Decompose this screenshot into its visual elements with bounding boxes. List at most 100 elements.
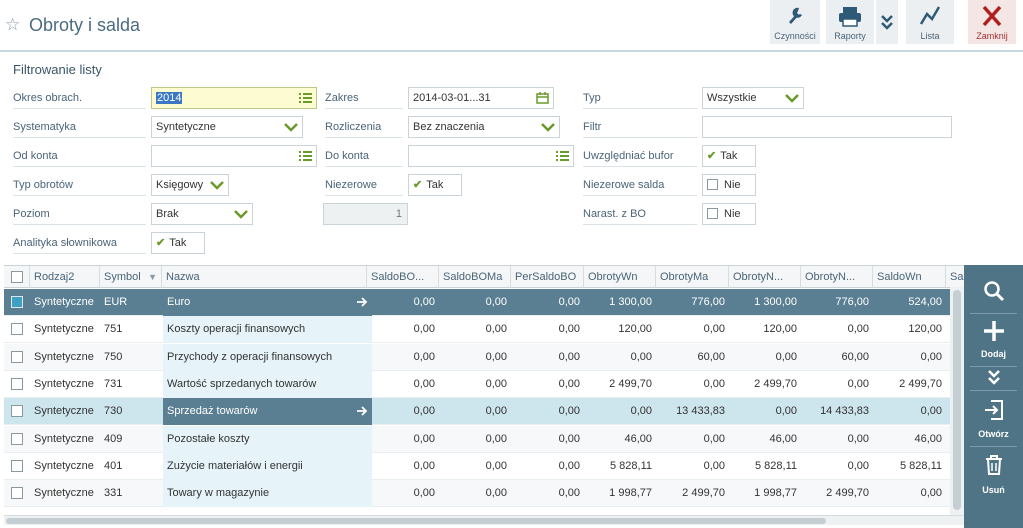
column-header[interactable]: Sal	[950, 271, 964, 283]
table-row[interactable]: Syntetyczne 730 Sprzedaż towarów 0,00 0,00 0,…	[4, 398, 964, 426]
usun-button[interactable]: Usuń	[964, 451, 1023, 499]
row-checkbox-cell[interactable]	[4, 316, 30, 343]
search-button[interactable]	[964, 273, 1023, 309]
systematyka-select[interactable]: Syntetyczne	[151, 116, 303, 138]
divider	[970, 390, 1017, 391]
grid-header: Rodzaj2 Symbol ▼ Nazwa SaldoBO... SaldoB…	[4, 266, 964, 288]
niezerowe-value: Tak	[426, 179, 444, 191]
niezerowe-salda-toggle[interactable]: Nie	[702, 174, 756, 196]
row-checkbox[interactable]	[11, 405, 23, 418]
table-row[interactable]: Syntetyczne EUR Euro 0,00 0,00 0,00 1 300,00 77…	[4, 289, 964, 316]
row-checkbox[interactable]	[11, 350, 23, 363]
row-checkbox[interactable]	[11, 459, 23, 472]
column-header[interactable]: Symbol ▼	[100, 266, 162, 288]
row-checkbox[interactable]	[11, 432, 23, 445]
horizontal-scrollbar[interactable]	[4, 515, 964, 525]
value-cell: 1 998,77	[754, 487, 797, 500]
raporty-button[interactable]: Raporty	[826, 0, 874, 44]
value-cell: 0,00	[630, 405, 652, 418]
more-actions-button[interactable]	[876, 0, 898, 44]
filtr-input[interactable]	[702, 116, 952, 138]
row-checkbox-cell[interactable]	[4, 344, 30, 371]
value-cell: 0,00	[558, 405, 580, 418]
otworz-button[interactable]: Otwórz	[964, 395, 1023, 443]
value-cell: 0,00	[920, 350, 942, 363]
od-konta-field[interactable]	[151, 145, 317, 167]
lista-button[interactable]: Lista	[906, 0, 954, 44]
list-icon[interactable]	[299, 150, 312, 162]
column-header[interactable]: SaldoBO...	[367, 266, 439, 288]
typ-select[interactable]: Wszystkie	[702, 87, 804, 109]
dodaj-button[interactable]: Dodaj	[964, 317, 1023, 363]
value-cell: 0,00	[413, 487, 435, 500]
value-cell: 0,00	[558, 296, 580, 308]
niezerowe-toggle[interactable]: ✔ Tak	[408, 174, 462, 196]
calendar-icon[interactable]	[536, 92, 549, 104]
okres-field[interactable]: 2014	[151, 87, 317, 109]
row-checkbox-cell[interactable]	[4, 480, 30, 507]
value-cell: 0,00	[703, 377, 725, 390]
column-header[interactable]: ObrotyN...	[729, 266, 801, 288]
column-header[interactable]: PerSaldoBO	[511, 266, 584, 288]
nazwa-cell: Towary w magazynie	[163, 480, 372, 508]
symbol-cell: 730	[104, 405, 123, 418]
row-checkbox[interactable]	[11, 323, 23, 336]
typ-obrotow-select[interactable]: Księgowy	[151, 174, 229, 196]
rodzaj-cell: Syntetyczne	[34, 487, 94, 500]
star-icon[interactable]: ☆	[5, 15, 21, 34]
zamknij-button[interactable]: Zamknij	[968, 0, 1016, 44]
column-header[interactable]: SaldoBOMa	[439, 266, 511, 288]
list-icon[interactable]	[556, 150, 569, 162]
nazwa-cell: Euro	[163, 289, 372, 316]
value-cell: 0,00	[847, 377, 869, 390]
select-all-column[interactable]	[4, 266, 30, 288]
row-checkbox-cell[interactable]	[4, 289, 30, 316]
analityka-value: Tak	[169, 237, 187, 249]
row-checkbox-cell[interactable]	[4, 453, 30, 480]
czynnosci-button[interactable]: Czynności	[770, 0, 820, 44]
table-row[interactable]: Syntetyczne 409 Pozostałe koszty 0,00 0,00 0,…	[4, 425, 964, 453]
vertical-scrollbar[interactable]	[950, 287, 964, 515]
page-title: Obroty i salda	[29, 15, 141, 35]
row-checkbox-cell[interactable]	[4, 426, 30, 453]
narast-toggle[interactable]: Nie	[702, 203, 756, 225]
arrow-right-icon[interactable]	[356, 405, 368, 417]
poziom-select[interactable]: Brak	[151, 203, 253, 225]
table-row[interactable]: Syntetyczne 750 Przychody z operacji finan…	[4, 343, 964, 371]
analityka-toggle[interactable]: ✔ Tak	[151, 232, 205, 254]
nazwa-cell: Pozostałe koszty	[163, 425, 372, 453]
symbol-cell: 731	[104, 377, 123, 390]
table-row[interactable]: Syntetyczne 401 Zużycie materiałów i energ…	[4, 452, 964, 480]
zakres-field[interactable]: 2014-03-01...31	[408, 87, 554, 109]
bufor-toggle[interactable]: ✔ Tak	[702, 145, 756, 167]
table-row[interactable]: Syntetyczne 731 Wartość sprzedanych towaró…	[4, 370, 964, 398]
column-header[interactable]: SaldoWn	[873, 266, 946, 288]
rozliczenia-select[interactable]: Bez znaczenia	[408, 116, 560, 138]
arrow-right-icon[interactable]	[356, 296, 368, 308]
row-checkbox[interactable]	[11, 377, 23, 390]
value-cell: 0,00	[485, 377, 507, 390]
rodzaj-cell: Syntetyczne	[34, 296, 94, 308]
column-header[interactable]: ObrotyMa	[656, 266, 729, 288]
rozliczenia-value: Bez znaczenia	[413, 121, 485, 133]
table-row[interactable]: Syntetyczne 751 Koszty operacji finansowyc…	[4, 316, 964, 344]
column-header[interactable]: ObrotyN...	[801, 266, 873, 288]
table-row[interactable]: Syntetyczne 331 Towary w magazynie 0,00 0,00…	[4, 480, 964, 508]
more-side-actions-button[interactable]	[964, 369, 1023, 387]
list-icon[interactable]	[299, 92, 312, 104]
row-checkbox[interactable]	[11, 296, 23, 308]
row-checkbox-cell[interactable]	[4, 398, 30, 425]
systematyka-value: Syntetyczne	[156, 121, 216, 133]
row-checkbox-cell[interactable]	[4, 371, 30, 398]
do-konta-field[interactable]	[408, 145, 574, 167]
row-checkbox[interactable]	[11, 487, 23, 500]
select-all-checkbox[interactable]	[11, 271, 23, 283]
value-cell: 46,00	[769, 432, 797, 445]
vertical-scroll-thumb[interactable]	[953, 290, 961, 510]
column-header[interactable]: Rodzaj2	[30, 266, 100, 288]
narast-value: Nie	[724, 208, 741, 220]
double-chevron-down-icon	[881, 15, 893, 30]
column-header[interactable]: ObrotyWn	[584, 266, 656, 288]
column-header[interactable]: Nazwa	[162, 266, 367, 288]
horizontal-scroll-thumb[interactable]	[6, 518, 826, 524]
